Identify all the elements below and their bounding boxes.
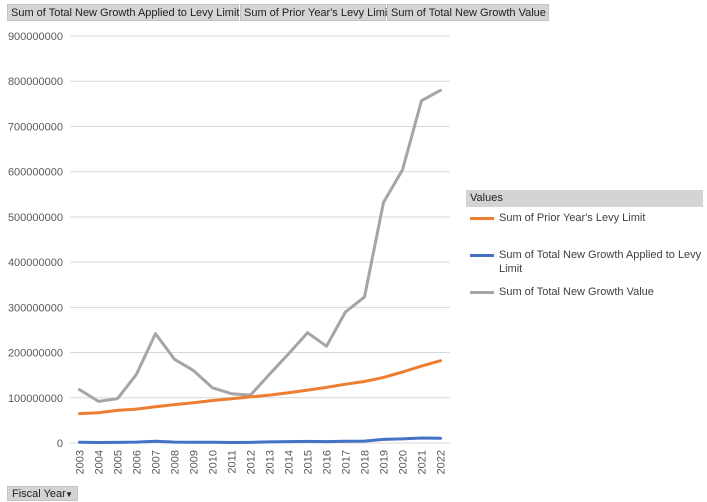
x-tick-label: 2006 bbox=[132, 450, 144, 474]
legend-swatch bbox=[470, 254, 494, 257]
series-line bbox=[78, 436, 442, 444]
x-tick-label: 2010 bbox=[208, 450, 220, 474]
x-tick-label: 2007 bbox=[151, 450, 163, 474]
x-tick-label: 2003 bbox=[75, 450, 87, 474]
y-tick-label: 500000000 bbox=[8, 212, 63, 224]
field-button-new-growth-value[interactable]: Sum of Total New Growth Value bbox=[387, 4, 549, 21]
y-tick-label: 400000000 bbox=[8, 257, 63, 269]
x-tick-label: 2022 bbox=[436, 450, 448, 474]
x-tick-label: 2011 bbox=[227, 450, 239, 474]
y-tick-label: 300000000 bbox=[8, 302, 63, 314]
fiscal-year-field-button[interactable]: Fiscal Year ▼ bbox=[7, 486, 78, 501]
y-tick-label: 900000000 bbox=[8, 31, 63, 43]
x-tick-label: 2015 bbox=[303, 450, 315, 474]
dropdown-arrow-icon[interactable]: ▼ bbox=[65, 490, 73, 499]
fiscal-year-label: Fiscal Year bbox=[12, 488, 66, 500]
x-tick-label: 2012 bbox=[246, 450, 258, 474]
legend-swatch bbox=[470, 291, 494, 294]
x-tick-label: 2013 bbox=[265, 450, 277, 474]
x-tick-label: 2016 bbox=[322, 450, 334, 474]
y-tick-label: 0 bbox=[57, 438, 63, 450]
x-tick-label: 2004 bbox=[94, 450, 106, 474]
x-tick-label: 2018 bbox=[360, 450, 372, 474]
x-tick-label: 2021 bbox=[417, 450, 429, 474]
x-tick-label: 2019 bbox=[379, 450, 391, 474]
field-button-prior-levy-limit[interactable]: Sum of Prior Year's Levy Limit bbox=[240, 4, 390, 21]
x-tick-label: 2014 bbox=[284, 450, 296, 474]
legend-label: Sum of Total New Growth Applied to Levy … bbox=[499, 249, 702, 275]
x-tick-label: 2009 bbox=[189, 450, 201, 474]
y-tick-label: 100000000 bbox=[8, 393, 63, 405]
y-tick-label: 800000000 bbox=[8, 76, 63, 88]
x-tick-label: 2017 bbox=[341, 450, 353, 474]
x-tick-label: 2005 bbox=[113, 450, 125, 474]
field-button-new-growth-applied[interactable]: Sum of Total New Growth Applied to Levy … bbox=[7, 4, 239, 21]
x-tick-label: 2008 bbox=[170, 450, 182, 474]
legend-label: Sum of Total New Growth Value bbox=[499, 286, 654, 298]
y-tick-label: 200000000 bbox=[8, 348, 63, 360]
series-line bbox=[78, 359, 442, 416]
series-line bbox=[78, 88, 442, 403]
y-tick-label: 700000000 bbox=[8, 121, 63, 133]
x-tick-label: 2020 bbox=[398, 450, 410, 474]
legend-header[interactable]: Values bbox=[466, 190, 703, 207]
y-tick-label: 600000000 bbox=[8, 167, 63, 179]
legend-label: Sum of Prior Year's Levy Limit bbox=[499, 212, 646, 224]
legend-swatch bbox=[470, 217, 494, 220]
